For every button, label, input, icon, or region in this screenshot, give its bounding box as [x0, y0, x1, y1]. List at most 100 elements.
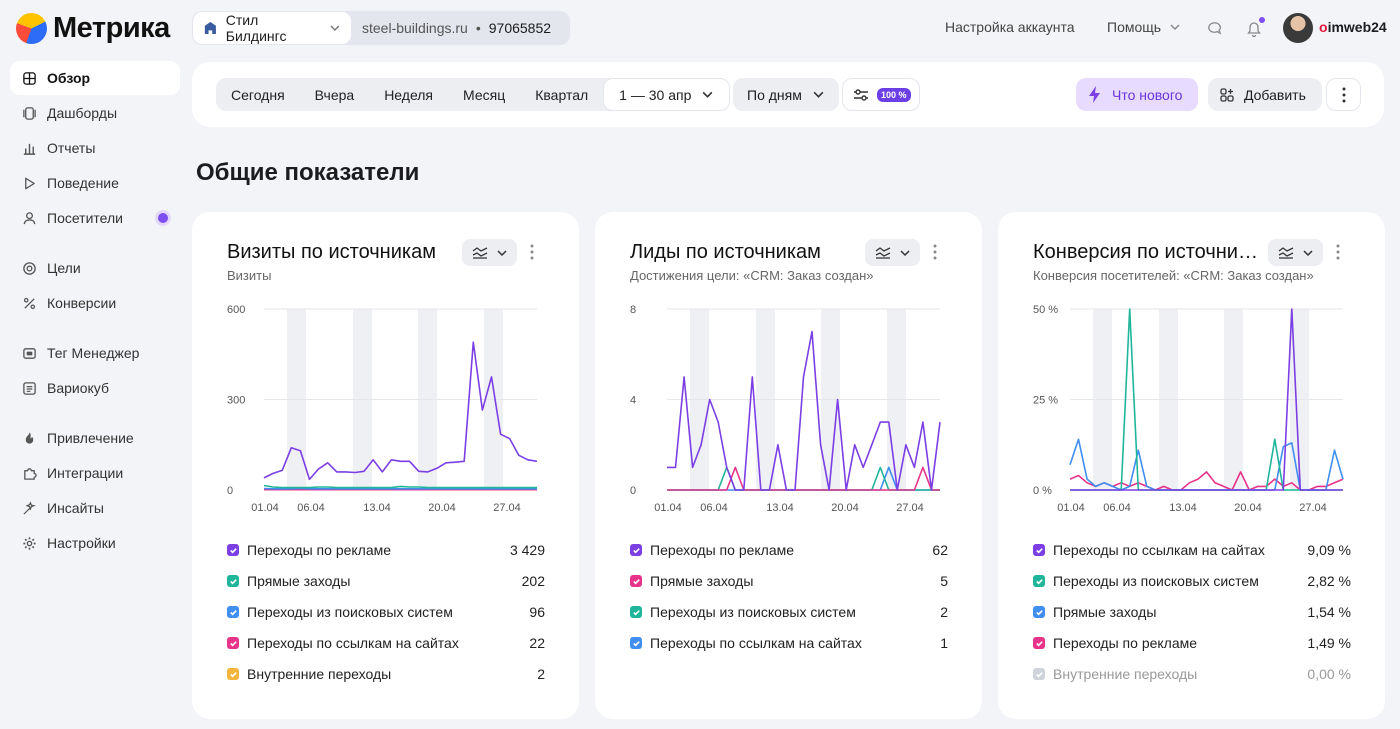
chart-type-button[interactable] [865, 239, 920, 266]
period-selector: Сегодня Вчера Неделя Месяц Квартал 1 — 30 апр [216, 78, 731, 111]
checkbox-icon[interactable] [227, 668, 239, 680]
period-tab-3[interactable]: Неделя [384, 86, 434, 103]
sidebar-item-5[interactable]: Посетители [10, 201, 180, 235]
sidebar-item-2[interactable]: Дашборды [10, 96, 180, 130]
sidebar-item-10[interactable]: Привлечение [10, 421, 180, 455]
sidebar-item-8[interactable]: Тег Менеджер [10, 336, 180, 370]
account-settings-link[interactable]: Настройка аккаунта [945, 19, 1075, 35]
checkbox-icon[interactable] [1033, 668, 1045, 680]
sidebar-item-6[interactable]: Цели [10, 251, 180, 285]
sidebar-item-3[interactable]: Отчеты [10, 131, 180, 165]
widget-visits-by-source: 0 300 600 01.04 06.04 13.04 20.04 27.04 Визиты … [192, 212, 579, 719]
legend-item[interactable]: Переходы по ссылкам на сайтах 22 [227, 633, 545, 653]
y-tick-label: 4 [630, 395, 636, 407]
widgets-icon [1220, 87, 1234, 102]
widget-title: Визиты по источникам [227, 241, 436, 263]
sidebar-item-12[interactable]: Инсайты [10, 491, 180, 525]
checkbox-icon[interactable] [1033, 575, 1045, 587]
dashboard-icon [23, 106, 36, 120]
period-tab-4[interactable]: Месяц [463, 86, 506, 103]
avatar[interactable] [1283, 13, 1313, 43]
legend-item[interactable]: Переходы из поисковых систем 2 [630, 602, 948, 622]
legend-label: Внутренние переходы [247, 666, 392, 682]
counter-separator: • [475, 20, 481, 36]
notifications-button[interactable] [1246, 17, 1265, 38]
chevron-down-icon [1170, 24, 1180, 31]
series-line[interactable] [263, 341, 538, 481]
x-tick-label: 13.04 [363, 502, 391, 514]
more-menu-button[interactable] [1326, 78, 1361, 111]
legend-item[interactable]: Переходы по рекламе 62 [630, 540, 948, 560]
series-line[interactable] [1069, 471, 1344, 491]
series-line[interactable] [667, 330, 941, 491]
legend-item[interactable]: Переходы по ссылкам на сайтах 1 [630, 633, 948, 653]
legend-item[interactable]: Прямые заходы 1,54 % [1033, 602, 1351, 622]
legend-value: 2 [537, 666, 545, 682]
checkbox-icon[interactable] [227, 637, 239, 649]
bar-chart-icon [23, 143, 36, 155]
legend-item[interactable]: Переходы из поисковых систем 96 [227, 602, 545, 622]
legend-item[interactable]: Внутренние переходы 2 [227, 664, 545, 684]
legend-item[interactable]: Переходы по рекламе 1,49 % [1033, 633, 1351, 653]
series-line[interactable] [667, 466, 940, 491]
legend-item[interactable]: Переходы из поисковых систем 2,82 % [1033, 571, 1351, 591]
sidebar-item-1[interactable]: Обзор [10, 61, 180, 95]
checkbox-icon[interactable] [630, 575, 642, 587]
sidebar-item-11[interactable]: Интеграции [10, 456, 180, 490]
counter-id: 97065852 [488, 20, 552, 36]
series-line[interactable] [1070, 308, 1343, 491]
checkbox-icon[interactable] [1033, 637, 1045, 649]
widget-subtitle: Визиты [227, 268, 272, 283]
add-button[interactable]: Добавить [1208, 78, 1322, 111]
whats-new-button[interactable]: Что нового [1076, 78, 1199, 111]
sidebar-item-label: Обзор [47, 70, 91, 86]
sidebar-item-9[interactable]: Вариокуб [10, 371, 180, 405]
checkbox-icon[interactable] [227, 544, 239, 556]
widget-menu-icon[interactable] [1336, 244, 1340, 260]
gear-icon [23, 536, 36, 550]
checkbox-icon[interactable] [227, 575, 239, 587]
legend-item[interactable]: Переходы по ссылкам на сайтах 9,09 % [1033, 540, 1351, 560]
sampling-button[interactable]: 100 % [842, 78, 920, 111]
checkbox-icon[interactable] [630, 606, 642, 618]
legend-item[interactable]: Прямые заходы 5 [630, 571, 948, 591]
counter-name: Стил Билдингс [225, 12, 287, 44]
period-tab-5[interactable]: Квартал [535, 86, 589, 103]
legend-item[interactable]: Переходы по рекламе 3 429 [227, 540, 545, 560]
checkbox-icon[interactable] [630, 544, 642, 556]
counter-name-button[interactable]: Стил Билдингс [192, 11, 352, 45]
widget-menu-icon[interactable] [530, 244, 534, 260]
sidebar-item-label: Дашборды [47, 105, 117, 121]
period-tab-2[interactable]: Вчера [314, 86, 355, 103]
date-range-picker[interactable]: 1 — 30 апр [603, 78, 731, 111]
checkbox-icon[interactable] [227, 606, 239, 618]
grouping-select[interactable]: По дням [733, 78, 839, 111]
flame-icon [25, 431, 34, 444]
logo[interactable]: Метрика [16, 12, 170, 44]
chart-type-button[interactable] [1268, 239, 1323, 266]
series-line[interactable] [263, 484, 537, 489]
period-tab-1[interactable]: Сегодня [231, 86, 285, 103]
grouping-label: По дням [747, 86, 802, 103]
legend-value: 1,54 % [1307, 604, 1351, 620]
chart-type-button[interactable] [462, 239, 517, 266]
counter-selector[interactable]: Стил Билдингс steel-buildings.ru • 97065… [192, 11, 570, 45]
legend-item[interactable]: Прямые заходы 202 [227, 571, 545, 591]
sidebar-item-7[interactable]: Конверсии [10, 286, 180, 320]
checkbox-icon[interactable] [630, 637, 642, 649]
kebab-icon [1342, 87, 1345, 102]
checkbox-icon[interactable] [1033, 606, 1045, 618]
help-menu[interactable]: Помощь [1107, 19, 1181, 35]
chart-lines-icon [472, 247, 487, 259]
legend-item[interactable]: Внутренние переходы 0,00 % [1033, 664, 1351, 684]
user-name-first-letter: o [1319, 19, 1328, 35]
widget-menu-icon[interactable] [933, 244, 937, 260]
chat-icon[interactable] [1207, 21, 1222, 36]
y-tick-label: 0 [630, 485, 636, 497]
checkbox-icon[interactable] [1033, 544, 1045, 556]
sidebar-item-4[interactable]: Поведение [10, 166, 180, 200]
bell-icon [1247, 22, 1261, 38]
sidebar-item-13[interactable]: Настройки [10, 526, 180, 560]
user-name[interactable]: oimweb24 [1319, 19, 1387, 35]
sidebar-item-label: Поведение [47, 175, 119, 191]
